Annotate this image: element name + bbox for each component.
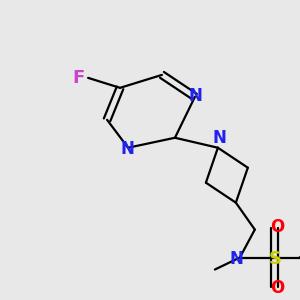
Text: N: N (120, 140, 134, 158)
Text: N: N (189, 87, 203, 105)
Text: O: O (270, 280, 284, 298)
Text: N: N (230, 250, 244, 268)
Text: O: O (270, 218, 284, 236)
Text: F: F (72, 69, 84, 87)
Text: S: S (268, 250, 281, 268)
Text: N: N (213, 129, 227, 147)
